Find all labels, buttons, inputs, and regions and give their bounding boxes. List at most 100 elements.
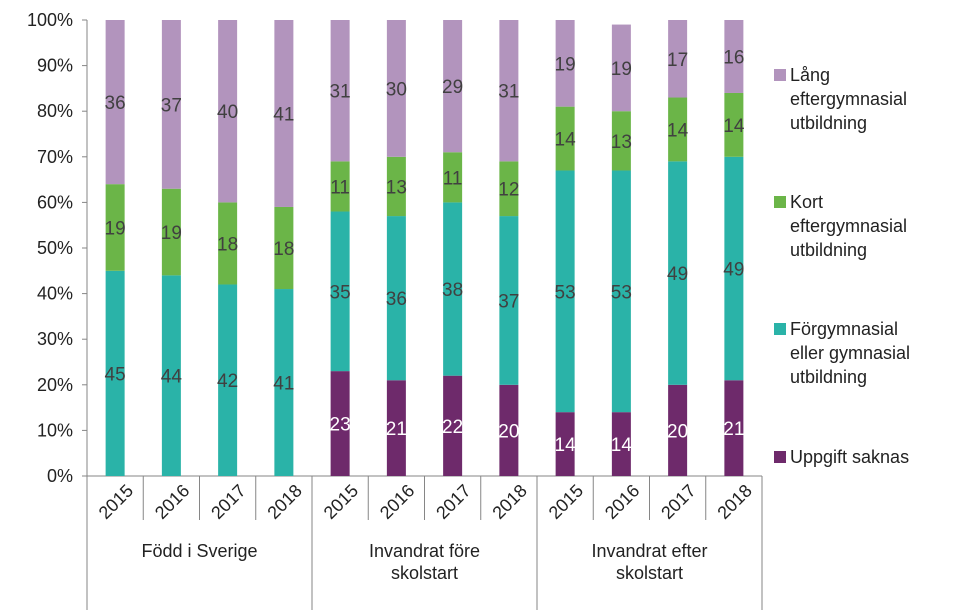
- data-label: 31: [498, 82, 519, 103]
- bar-segment: [386, 20, 406, 157]
- y-tick-label: 100%: [27, 10, 73, 30]
- legend-label: Lång: [790, 65, 830, 85]
- x-tick-label: 2016: [376, 481, 418, 523]
- bar-segment: [555, 170, 575, 413]
- data-label: 53: [555, 282, 576, 303]
- bar-segment: [499, 20, 519, 162]
- bar-segment: [724, 156, 744, 381]
- y-tick-label: 10%: [37, 420, 73, 440]
- x-tick-label: 2018: [488, 481, 530, 523]
- bar-segment: [218, 202, 238, 285]
- data-label: 19: [161, 223, 182, 244]
- bar-segment: [611, 170, 631, 413]
- data-label: 13: [611, 132, 632, 153]
- bar-segment: [724, 20, 744, 93]
- y-tick-label: 90%: [37, 56, 73, 76]
- data-label: 44: [161, 367, 183, 388]
- x-tick-label: 2018: [713, 481, 755, 523]
- data-label: 12: [498, 180, 519, 201]
- bar-segment: [274, 20, 294, 207]
- bar-segment: [443, 202, 463, 376]
- data-label: 13: [386, 177, 407, 198]
- data-label: 14: [667, 120, 689, 141]
- data-label: 14: [555, 435, 577, 456]
- data-label: 11: [330, 177, 350, 198]
- bar-segment: [668, 161, 688, 385]
- bar-segment: [611, 412, 631, 476]
- x-tick-label: 2015: [95, 481, 137, 523]
- bar-segment: [330, 20, 350, 162]
- x-tick-label: 2015: [545, 481, 587, 523]
- bar-segment: [105, 270, 125, 476]
- bar-segment: [668, 97, 688, 162]
- y-tick-label: 40%: [37, 284, 73, 304]
- bar-segment: [611, 111, 631, 171]
- bar-segment: [555, 412, 575, 476]
- bar-segment: [105, 184, 125, 271]
- x-tick-label: 2016: [151, 481, 193, 523]
- legend-label: eftergymnasial: [790, 89, 907, 109]
- data-label: 29: [442, 77, 463, 98]
- bar-segment: [161, 20, 181, 189]
- data-label: 35: [330, 282, 351, 303]
- data-label: 40: [217, 102, 238, 123]
- legend-label: eftergymnasial: [790, 216, 907, 236]
- data-label: 49: [667, 264, 688, 285]
- data-label: 19: [105, 218, 126, 239]
- bar-segment: [330, 211, 350, 372]
- y-tick-label: 30%: [37, 329, 73, 349]
- bar-segment: [218, 284, 238, 476]
- data-label: 41: [273, 104, 294, 125]
- data-label: 38: [442, 280, 463, 301]
- bar-segment: [330, 371, 350, 476]
- bar-segment: [443, 375, 463, 476]
- legend-label: Förgymnasial: [790, 319, 898, 339]
- bar-segment: [668, 20, 688, 98]
- data-label: 19: [611, 59, 632, 80]
- data-label: 16: [723, 47, 744, 68]
- data-label: 49: [723, 260, 744, 281]
- x-tick-label: 2017: [207, 481, 249, 523]
- bar-segment: [668, 384, 688, 476]
- bar-segment: [274, 206, 294, 290]
- x-tick-label: 2015: [320, 481, 362, 523]
- data-label: 17: [667, 50, 688, 71]
- data-label: 31: [330, 82, 351, 103]
- legend-swatch: [774, 69, 786, 81]
- bar-segment: [161, 188, 181, 276]
- x-tick-label: 2016: [601, 481, 643, 523]
- data-label: 11: [443, 168, 463, 189]
- bar-segment: [274, 289, 294, 476]
- data-label: 18: [217, 234, 238, 255]
- bar-segment: [555, 20, 575, 107]
- legend-label: eller gymnasial: [790, 343, 910, 363]
- legend-label: Kort: [790, 192, 823, 212]
- y-tick-label: 20%: [37, 375, 73, 395]
- legend-label: utbildning: [790, 240, 867, 260]
- x-tick-label: 2017: [432, 481, 474, 523]
- bar-segment: [499, 384, 519, 476]
- bar-segment: [386, 156, 406, 217]
- bar-segment: [218, 20, 238, 203]
- bar-segment: [161, 275, 181, 476]
- data-label: 30: [386, 79, 407, 100]
- data-label: 21: [386, 419, 407, 440]
- y-tick-label: 80%: [37, 101, 73, 121]
- bar-segment: [499, 216, 519, 385]
- bar-segment: [611, 24, 631, 112]
- bar-segment: [386, 216, 406, 381]
- legend-swatch: [774, 451, 786, 463]
- x-tick-label: 2018: [263, 481, 305, 523]
- y-tick-label: 0%: [47, 466, 73, 486]
- y-tick-label: 70%: [37, 147, 73, 167]
- group-label: Född i Sverige: [141, 541, 257, 561]
- data-label: 37: [498, 291, 519, 312]
- data-label: 36: [105, 93, 126, 114]
- bar-segment: [724, 380, 744, 476]
- data-label: 21: [723, 419, 744, 440]
- legend-label: Uppgift saknas: [790, 447, 909, 467]
- data-label: 41: [273, 374, 294, 395]
- group-label: Invandrat före: [369, 541, 480, 561]
- data-label: 20: [498, 421, 519, 442]
